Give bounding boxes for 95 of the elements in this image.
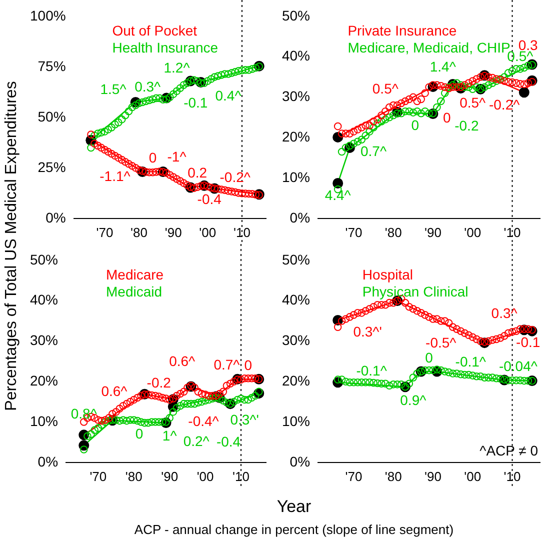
annotation: -0.2	[146, 374, 172, 390]
x-tick-label: '10	[504, 468, 521, 484]
x-axis-title: Year	[276, 497, 312, 517]
series-label: Hospital	[362, 266, 414, 282]
annotation: -0.1^	[356, 362, 388, 378]
annotation: 0.8^	[70, 405, 98, 422]
x-tick-label: '00	[196, 468, 214, 484]
annotation: ^ACP ≠ 0	[480, 442, 538, 458]
y-tick-label: 40%	[282, 292, 310, 308]
annotation: 0.6^	[169, 352, 196, 369]
y-tick-label: 100%	[30, 7, 66, 24]
y-tick-label: 40%	[282, 48, 310, 64]
y-tick-label: 0%	[290, 453, 310, 470]
x-tick-label: '00	[199, 224, 216, 240]
annotation: 0	[148, 150, 157, 166]
annotation: 1^	[162, 428, 178, 444]
annotation: -0.1^	[455, 353, 486, 370]
annotation: 1.2^	[164, 60, 190, 76]
y-tick-label: 10%	[282, 412, 310, 429]
text: Medicare	[106, 266, 164, 282]
y-tick-label: 50%	[282, 7, 310, 24]
annotation: 1.4^	[430, 58, 456, 75]
y-tick-label: 20%	[30, 372, 58, 388]
annotation: 0	[135, 425, 144, 442]
y-tick-label: 0%	[290, 209, 310, 226]
annotation: 0.6^	[101, 383, 128, 400]
annotation: 0.5^	[460, 94, 486, 111]
annotation: -0.4	[197, 190, 222, 207]
annotation: 0.3^	[134, 78, 162, 94]
x-tick-label: '10	[232, 468, 250, 484]
x-tick-label: '70	[345, 468, 362, 484]
annotation: 0.7^	[360, 142, 387, 159]
series-label: Health Insurance	[112, 39, 218, 56]
y-tick-label: 30%	[282, 332, 310, 348]
annotation: -0.1	[516, 334, 540, 350]
y-tick-label: 50%	[30, 251, 58, 268]
y-tick-label: 10%	[282, 168, 310, 185]
annotation: -0.1	[184, 94, 208, 111]
annotation: 0	[411, 116, 420, 133]
annotation: 0	[425, 349, 434, 366]
annotation: -0.4^	[188, 413, 220, 430]
x-tick-label: '80	[384, 468, 402, 484]
annotation: 0.9^	[400, 392, 427, 408]
text: Medicaid	[106, 283, 162, 300]
annotation: 1.5^	[100, 81, 127, 98]
y-tick-label: 40%	[30, 292, 58, 308]
annotation: -1^	[167, 148, 187, 164]
x-tick-label: '70	[96, 224, 114, 240]
annotation: -0.4	[216, 434, 241, 450]
annotation: -0.5^	[426, 334, 457, 351]
y-tick-label: 20%	[282, 372, 310, 388]
annotation: 0	[244, 357, 252, 374]
y-tick-label: 30%	[282, 88, 310, 104]
x-tick-label: '00	[464, 224, 482, 240]
y-tick-label: 25%	[38, 158, 66, 175]
text: Private Insurance	[348, 22, 457, 38]
annotation: -1.1^	[100, 168, 131, 184]
text: Out of Pocket	[112, 22, 198, 38]
annotation: 0.2	[188, 164, 208, 180]
y-tick-label: 20%	[282, 128, 310, 144]
x-tick-label: '90	[161, 468, 178, 484]
annotation: 0.5^	[372, 80, 399, 97]
text: Physican Clinical	[362, 283, 468, 300]
y-tick-label: 0%	[46, 209, 66, 226]
annotation: 0.2^	[183, 433, 210, 450]
x-tick-label: '80	[130, 224, 148, 240]
annotation: 0.3^'	[353, 323, 382, 340]
annotation: 0	[442, 109, 451, 126]
y-axis-title: Percentages of Total US Medical Expenditures	[2, 80, 21, 413]
y-tick-label: 75%	[38, 58, 66, 74]
x-tick-label: '70	[90, 468, 107, 484]
x-tick-label: '90	[164, 224, 182, 240]
annotation: 0.4^	[215, 87, 242, 104]
x-tick-label: '00	[464, 468, 482, 484]
x-tick-label: '90	[424, 468, 442, 484]
annotation: 0.3^'	[230, 411, 259, 428]
x-tick-label: '80	[125, 468, 142, 484]
y-tick-label: 10%	[30, 412, 58, 429]
x-tick-label: '10	[234, 224, 250, 240]
annotation: -0.2	[454, 118, 479, 134]
y-tick-label: 0%	[38, 453, 58, 470]
annotation: -0.04^	[498, 358, 538, 374]
y-tick-label: 50%	[282, 251, 310, 268]
x-tick-label: '70	[345, 224, 362, 240]
y-tick-label: 50%	[38, 108, 66, 124]
annotation: 0.3^	[491, 305, 518, 322]
text: ACP - annual change in percent (slope of line segment)	[133, 522, 455, 537]
annotation: -0.2^	[488, 96, 520, 113]
x-tick-label: '80	[384, 224, 402, 240]
annotation: 0.7^	[214, 356, 240, 373]
y-tick-label: 30%	[30, 332, 58, 348]
annotation: 4.4^	[324, 187, 352, 204]
x-tick-label: '10	[504, 224, 521, 240]
annotation: -0.2^	[220, 168, 251, 185]
x-tick-label: '90	[424, 224, 442, 240]
